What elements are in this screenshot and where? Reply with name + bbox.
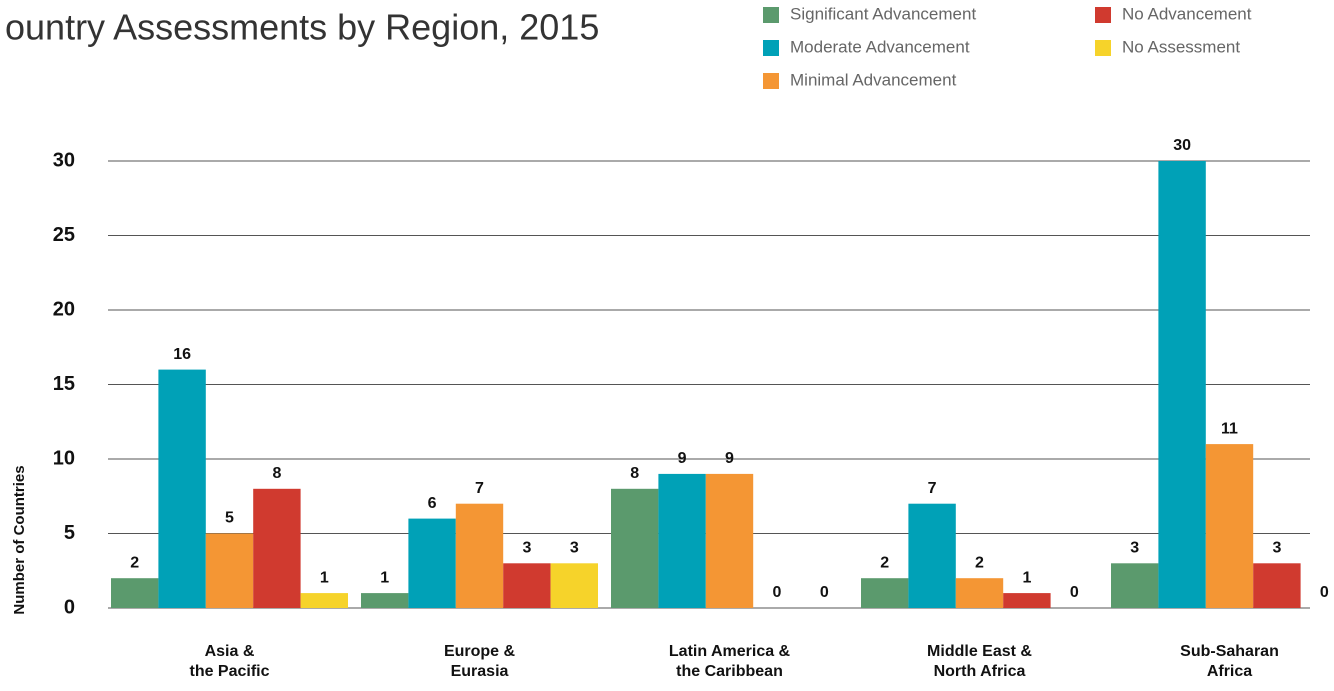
bar xyxy=(611,488,659,608)
y-tick-label: 10 xyxy=(53,447,75,469)
y-tick-label: 15 xyxy=(53,373,75,395)
legend-label: No Advancement xyxy=(1122,4,1252,23)
bar xyxy=(550,563,598,608)
bar xyxy=(361,593,409,608)
y-tick-label: 20 xyxy=(53,298,75,320)
bar xyxy=(705,473,754,608)
data-label: 3 xyxy=(1130,540,1139,557)
data-label: 1 xyxy=(320,569,329,586)
data-label: 7 xyxy=(475,480,484,497)
y-tick-label: 5 xyxy=(64,522,75,544)
bar xyxy=(408,518,456,608)
legend-label: Minimal Advancement xyxy=(790,70,957,89)
x-tick-label: Latin America & the Caribbean xyxy=(668,643,791,680)
data-label: 7 xyxy=(928,480,937,497)
data-label: 9 xyxy=(678,450,687,467)
bar xyxy=(1253,563,1301,608)
data-label: 30 xyxy=(1173,137,1191,154)
legend-swatch xyxy=(1095,40,1111,56)
bar xyxy=(205,533,254,608)
legend-swatch xyxy=(763,73,779,89)
x-tick-label: Sub-Saharan Africa xyxy=(1180,643,1279,680)
bar xyxy=(861,578,909,608)
bar xyxy=(158,369,206,608)
data-label: 1 xyxy=(1022,569,1031,586)
bar xyxy=(455,503,504,608)
legend-swatch xyxy=(1095,7,1111,23)
data-label: 2 xyxy=(880,554,889,571)
y-axis-label: Number of Countries xyxy=(11,465,28,614)
chart-title: ountry Assessments by Region, 2015 xyxy=(5,7,599,48)
legend-swatch xyxy=(763,7,779,23)
data-label: 2 xyxy=(975,554,984,571)
data-label: 2 xyxy=(130,554,139,571)
bar xyxy=(300,593,348,608)
bar xyxy=(503,563,551,608)
bar xyxy=(1205,444,1254,608)
x-tick-label: Middle East & North Africa xyxy=(927,643,1032,680)
bar xyxy=(1111,563,1159,608)
x-tick-label: Europe & Eurasia xyxy=(443,643,516,680)
data-label: 16 xyxy=(173,346,191,363)
y-tick-label: 30 xyxy=(53,149,75,171)
data-label: 9 xyxy=(725,450,734,467)
data-label: 8 xyxy=(272,465,281,482)
bar xyxy=(111,578,159,608)
data-label: 8 xyxy=(630,465,639,482)
bar xyxy=(955,578,1004,608)
data-label: 11 xyxy=(1221,420,1238,437)
data-label: 1 xyxy=(380,569,389,586)
x-tick-label: Asia & the Pacific xyxy=(189,643,270,680)
data-label: 0 xyxy=(772,584,781,601)
bar xyxy=(1158,161,1206,608)
bar xyxy=(1003,593,1051,608)
bar xyxy=(908,503,956,608)
data-label: 3 xyxy=(522,540,531,557)
bar xyxy=(658,473,706,608)
data-label: 6 xyxy=(428,495,437,512)
y-tick-label: 25 xyxy=(53,224,75,246)
legend-label: Moderate Advancement xyxy=(790,37,970,56)
data-label: 3 xyxy=(570,540,579,557)
y-tick-label: 0 xyxy=(64,596,75,618)
data-label: 3 xyxy=(1272,540,1281,557)
data-label: 5 xyxy=(225,510,234,527)
bar xyxy=(253,488,301,608)
data-label: 0 xyxy=(1320,584,1329,601)
legend-label: Significant Advancement xyxy=(790,4,976,23)
legend-label: No Assessment xyxy=(1122,37,1240,56)
legend-swatch xyxy=(763,40,779,56)
data-label: 0 xyxy=(1070,584,1079,601)
data-label: 0 xyxy=(820,584,829,601)
